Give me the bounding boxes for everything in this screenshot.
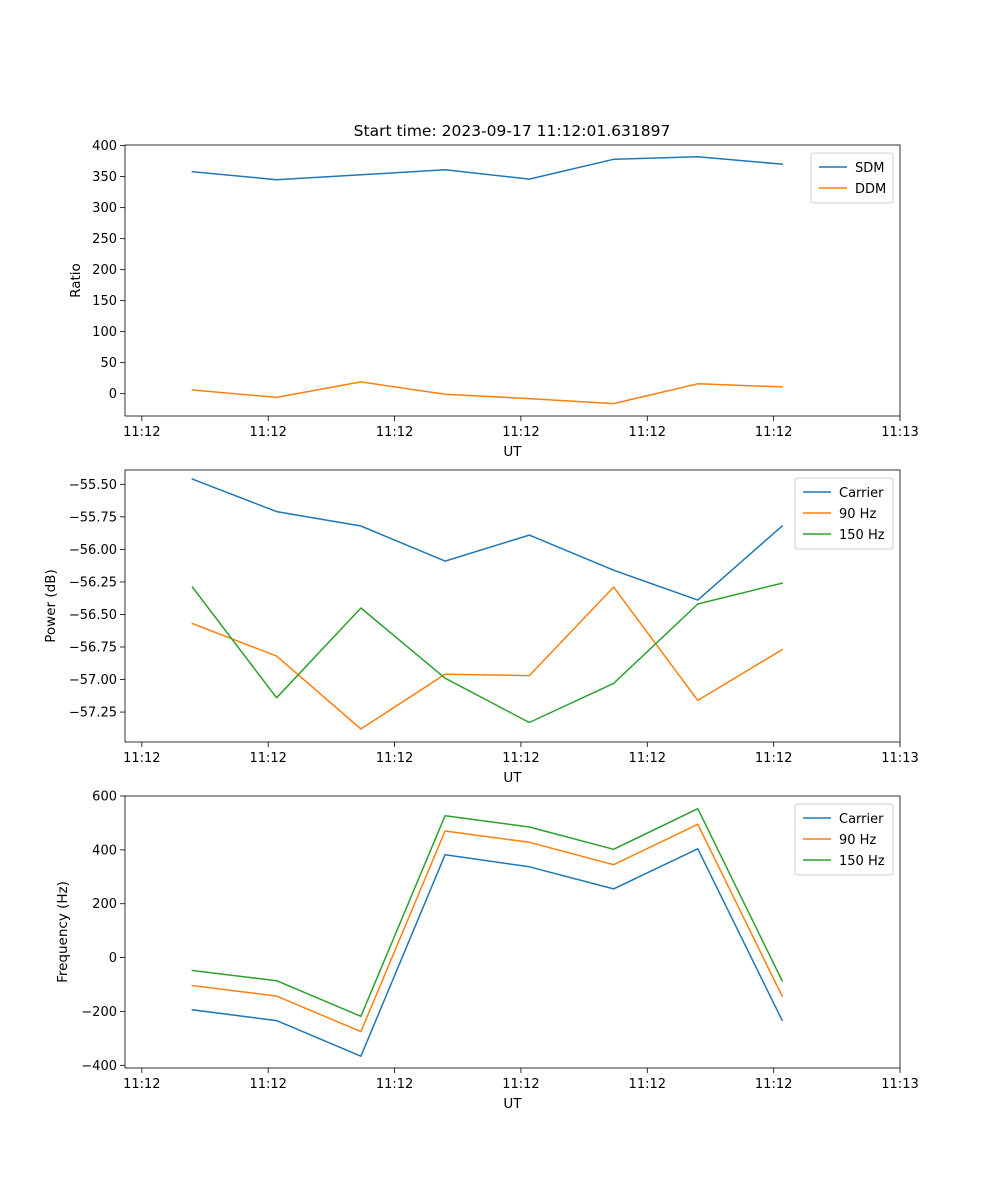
y-tick-label: −56.25 xyxy=(69,575,117,590)
x-tick-label: 11:12 xyxy=(502,751,539,766)
x-tick-label: 11:12 xyxy=(502,1077,539,1092)
x-tick-label: 11:12 xyxy=(249,425,286,440)
y-axis-label: Power (dB) xyxy=(43,569,59,642)
x-tick-label: 11:12 xyxy=(123,425,160,440)
series-line-carrier xyxy=(191,478,784,601)
legend-entry: Carrier xyxy=(839,812,884,827)
y-tick-label: −56.00 xyxy=(69,543,117,558)
chart-title: Start time: 2023-09-17 11:12:01.631897 xyxy=(354,122,671,140)
x-tick-label: 11:12 xyxy=(629,751,666,766)
y-tick-label: −56.75 xyxy=(69,640,117,655)
subplot-1: 11:12 11:12 11:12 11:12 11:12 11:12 11:13 0 50 10… xyxy=(68,139,919,460)
y-tick-label: −55.75 xyxy=(69,510,117,525)
x-tick-label: 11:12 xyxy=(249,1077,286,1092)
x-tick-label: 11:12 xyxy=(502,425,539,440)
legend: SDM DDM xyxy=(810,152,894,204)
y-tick-label: 400 xyxy=(92,139,117,154)
series-line-90-hz xyxy=(191,586,784,730)
axes-frame xyxy=(124,469,901,743)
legend-box xyxy=(794,803,894,876)
x-axis-label: UT xyxy=(503,1096,522,1112)
series-line-150-hz xyxy=(191,807,784,1018)
legend-entry: 150 Hz xyxy=(839,528,885,543)
y-tick-label: 250 xyxy=(92,232,117,247)
y-tick-label: −200 xyxy=(81,1005,117,1020)
y-tick-label: 0 xyxy=(109,387,117,402)
y-tick-label: −55.50 xyxy=(69,478,117,493)
y-tick-label: 150 xyxy=(92,294,117,309)
subplot-3: 11:12 11:12 11:12 11:12 11:12 11:12 11:13 −400 −… xyxy=(55,790,919,1113)
x-tick-label: 11:12 xyxy=(123,751,160,766)
x-tick-label: 11:12 xyxy=(376,425,413,440)
axes-frame xyxy=(124,144,901,417)
axes-frame xyxy=(124,795,901,1069)
y-tick-label: −57.00 xyxy=(69,673,117,688)
x-tick-label: 11:12 xyxy=(376,751,413,766)
x-tick-label: 11:13 xyxy=(881,751,918,766)
legend: Carrier 90 Hz 150 Hz xyxy=(794,477,894,550)
x-axis-label: UT xyxy=(503,444,522,460)
y-tick-label: 50 xyxy=(100,356,117,371)
y-axis-label: Frequency (Hz) xyxy=(55,881,71,983)
x-tick-label: 11:12 xyxy=(629,425,666,440)
x-tick-label: 11:12 xyxy=(376,1077,413,1092)
plots-container: 11:12 11:12 11:12 11:12 11:12 11:12 11:13 0 50 10… xyxy=(43,139,919,1112)
x-tick-label: 11:12 xyxy=(249,751,286,766)
legend-box xyxy=(794,477,894,550)
legend-entry: 90 Hz xyxy=(839,833,876,848)
series-line-ddm xyxy=(191,381,783,405)
x-tick-label: 11:12 xyxy=(123,1077,160,1092)
x-tick-label: 11:13 xyxy=(881,425,918,440)
y-tick-label: −57.25 xyxy=(69,706,117,721)
series-line-150-hz xyxy=(191,582,784,724)
series-line-90-hz xyxy=(191,823,784,1033)
y-tick-label: −56.50 xyxy=(69,608,117,623)
legend: Carrier 90 Hz 150 Hz xyxy=(794,803,894,876)
x-tick-label: 11:12 xyxy=(755,1077,792,1092)
y-tick-label: 350 xyxy=(92,170,117,185)
y-tick-label: 600 xyxy=(92,790,117,805)
y-tick-label: −400 xyxy=(81,1059,117,1074)
legend-entry: DDM xyxy=(855,182,886,197)
legend-entry: 150 Hz xyxy=(839,854,885,869)
y-tick-label: 100 xyxy=(92,325,117,340)
y-tick-label: 400 xyxy=(92,843,117,858)
y-tick-label: 300 xyxy=(92,201,117,216)
legend-entry: Carrier xyxy=(839,486,884,501)
x-tick-label: 11:12 xyxy=(755,425,792,440)
y-tick-label: 0 xyxy=(109,951,117,966)
legend-entry: SDM xyxy=(855,161,884,176)
subplot-2: 11:12 11:12 11:12 11:12 11:12 11:12 11:13 −57.2… xyxy=(43,469,919,786)
legend-entry: 90 Hz xyxy=(839,507,876,522)
y-tick-label: 200 xyxy=(92,897,117,912)
series-line-carrier xyxy=(191,848,784,1057)
legend-box xyxy=(810,152,894,204)
y-tick-label: 200 xyxy=(92,263,117,278)
x-axis-label: UT xyxy=(503,770,522,786)
x-tick-label: 11:13 xyxy=(881,1077,918,1092)
y-axis-label: Ratio xyxy=(68,263,84,298)
x-tick-label: 11:12 xyxy=(755,751,792,766)
series-line-sdm xyxy=(191,156,783,181)
x-tick-label: 11:12 xyxy=(629,1077,666,1092)
